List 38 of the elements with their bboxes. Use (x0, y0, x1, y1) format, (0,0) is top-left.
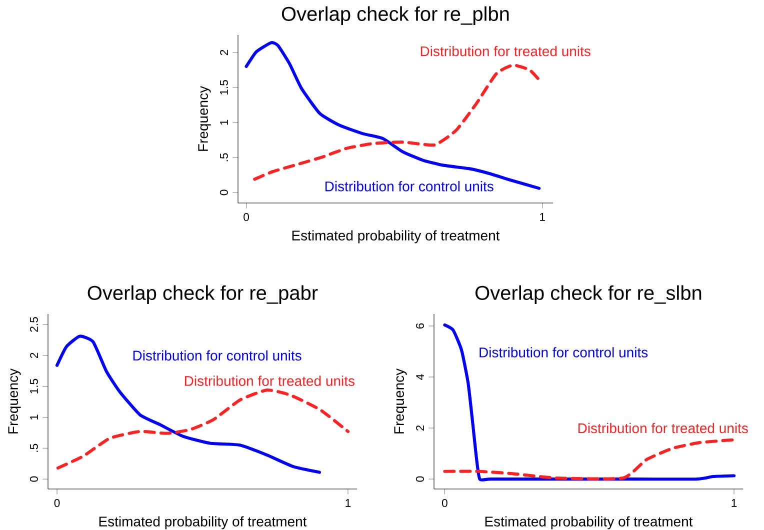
y-tick-label: 0 (30, 476, 38, 482)
y-tick-label: .5 (30, 444, 38, 452)
line-series (56, 388, 350, 470)
x-tick-label: 0 (54, 499, 60, 508)
y-tick-label: 2.5 (30, 317, 38, 332)
y-tick-label: 2 (220, 50, 228, 56)
y-tick-label: 1.5 (220, 80, 228, 95)
line-series (443, 438, 736, 480)
x-axis-title: Estimated probability of treatment (99, 516, 307, 530)
x-axis-title: Estimated probability of treatment (292, 230, 500, 244)
y-axis-title: Frequency (8, 368, 21, 434)
chart-title: Overlap check for re_pabr (88, 285, 318, 304)
y-tick-label: 4 (416, 374, 424, 380)
y-axis-title: Frequency (198, 86, 211, 151)
y-tick-label: 1 (220, 120, 228, 125)
y-tick-label: 0 (416, 476, 424, 482)
y-axis-title: Frequency (394, 368, 407, 434)
series-label: Distribution for treated units (184, 376, 354, 386)
line-series (253, 64, 542, 181)
series-label: Distribution for treated units (420, 46, 590, 56)
chart-title: Overlap check for re_plbn (282, 6, 509, 25)
series-label: Distribution for control units (480, 347, 648, 358)
x-tick-label: 1 (732, 499, 737, 507)
series-label: Distribution for treated units (578, 422, 748, 434)
x-tick-label: 1 (346, 499, 351, 507)
y-tick-label: 1.5 (30, 378, 38, 394)
y-tick-label: 2 (416, 425, 424, 431)
y-tick-label: 0 (220, 190, 228, 196)
y-tick-label: 6 (416, 323, 424, 329)
text: Distribution for control units (133, 350, 302, 361)
line-series (55, 334, 322, 474)
x-tick-label: 0 (442, 499, 448, 508)
y-tick-label: 2 (30, 352, 38, 358)
y-tick-label: .5 (220, 153, 228, 162)
series-label: Distribution for control units (325, 181, 494, 192)
y-tick-label: 1 (30, 414, 38, 420)
chart-title: Overlap check for re_slbn (476, 285, 702, 304)
x-axis-title: Estimated probability of treatment (485, 516, 693, 530)
